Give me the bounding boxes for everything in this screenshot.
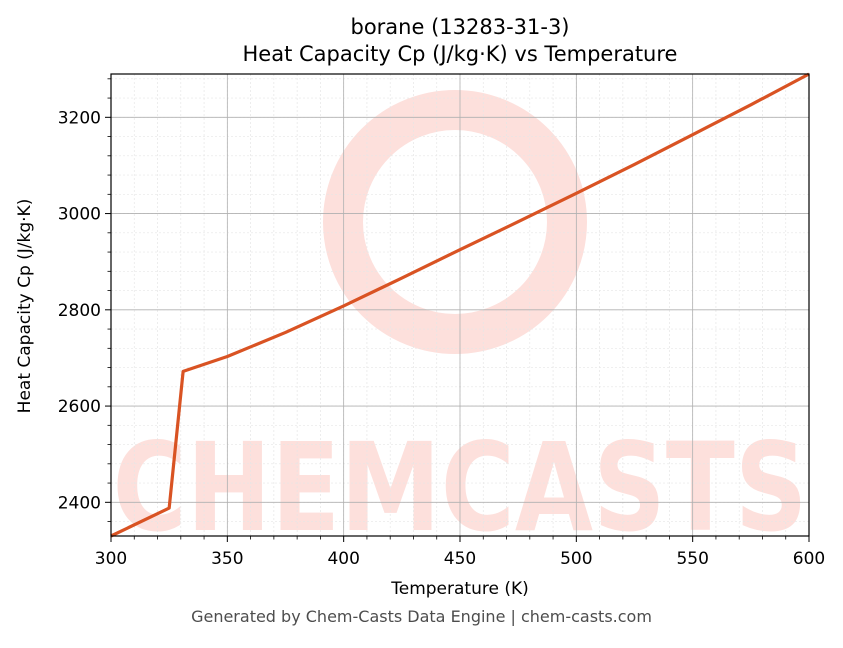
x-tick-label: 400 xyxy=(327,549,359,569)
x-axis-label: Temperature (K) xyxy=(390,579,529,599)
y-tick-label: 2800 xyxy=(58,301,101,321)
y-tick-label: 3000 xyxy=(58,205,101,225)
x-tick-label: 450 xyxy=(444,549,476,569)
axis-ticks: 300 350 400 450 500 550 600 2400 2600 2800 3000 320… xyxy=(58,78,825,569)
y-tick-label: 2600 xyxy=(58,397,101,417)
y-axis-label: Heat Capacity Cp (J/kg·K) xyxy=(15,199,35,414)
x-tick-label: 600 xyxy=(793,549,825,569)
grid xyxy=(110,74,810,536)
series-line xyxy=(110,72,810,538)
x-tick-label: 500 xyxy=(560,549,592,569)
footer-credit: Generated by Chem-Casts Data Engine | ch… xyxy=(191,607,652,626)
y-tick-label: 3200 xyxy=(58,108,101,128)
x-tick-label: 300 xyxy=(95,549,127,569)
y-tick-label: 2400 xyxy=(58,493,101,513)
chart-title: borane (13283-31-3) xyxy=(350,15,569,39)
watermark-ring xyxy=(323,90,587,354)
series-layer xyxy=(110,72,810,538)
chart-subtitle: Heat Capacity Cp (J/kg·K) vs Temperature xyxy=(243,42,678,66)
x-tick-label: 350 xyxy=(211,549,243,569)
x-tick-label: 550 xyxy=(676,549,708,569)
